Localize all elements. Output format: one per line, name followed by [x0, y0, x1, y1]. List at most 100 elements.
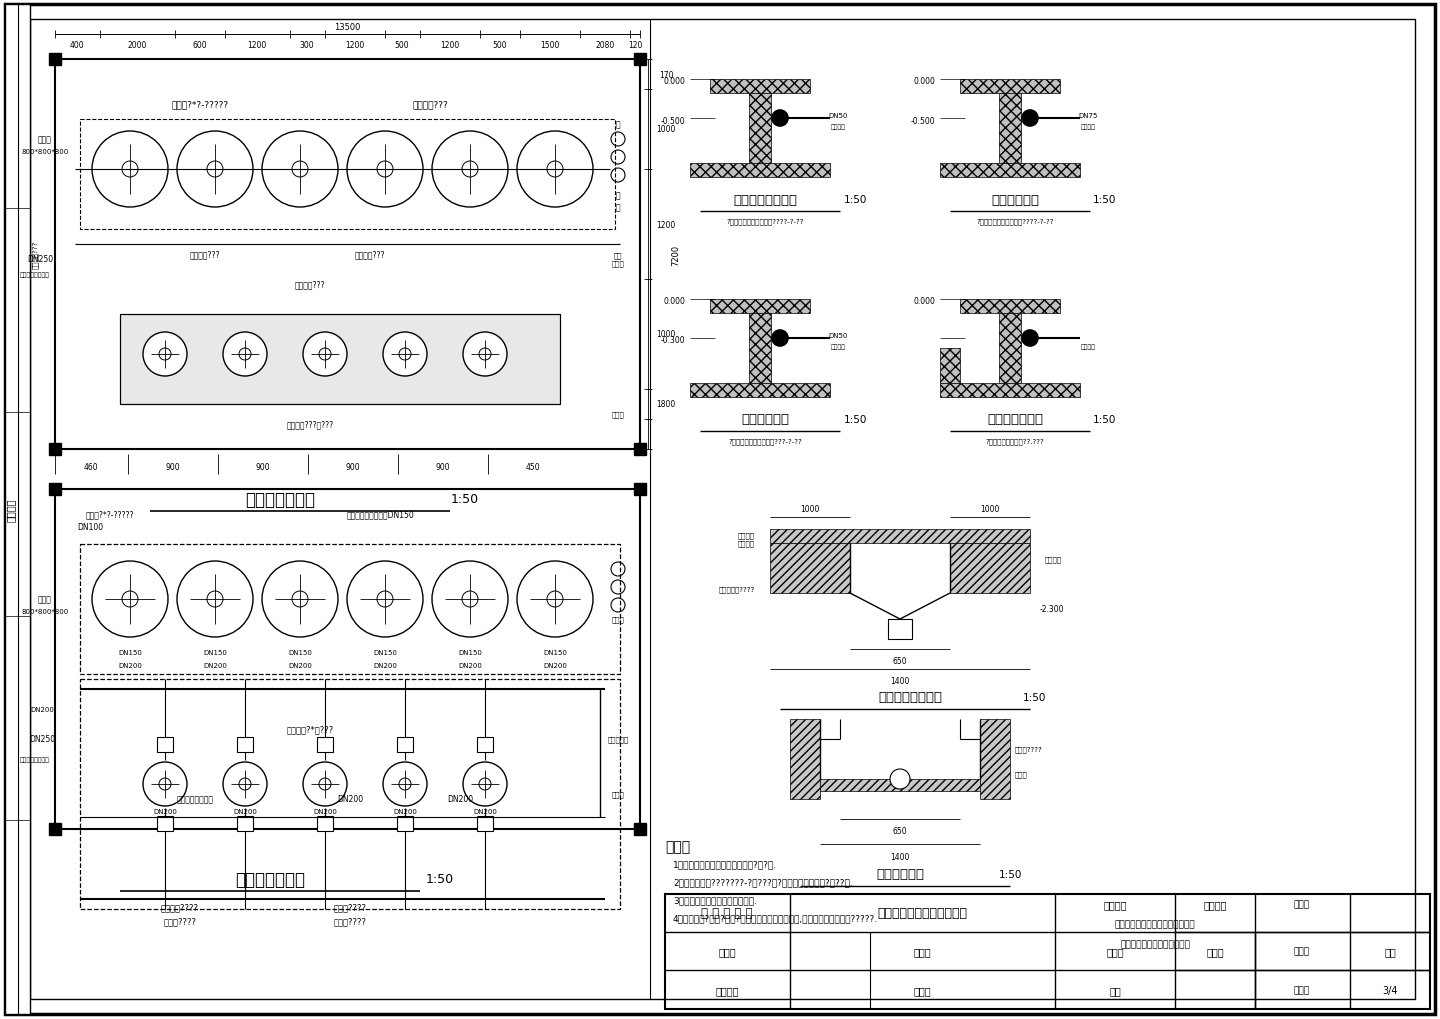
Text: -2.300: -2.300: [1040, 605, 1064, 613]
Text: ?采钳动水泵情施工样板????-?-??: ?采钳动水泵情施工样板????-?-??: [976, 218, 1054, 225]
Bar: [940, 348, 960, 383]
Text: 机房平面布置图、循环系统配管图: 机房平面布置图、循环系统配管图: [1115, 919, 1195, 928]
Bar: [888, 620, 912, 639]
Text: DN200: DN200: [153, 808, 177, 814]
Text: DN200: DN200: [446, 795, 474, 804]
Text: 循环水泵?*、???: 循环水泵?*、???: [287, 725, 334, 734]
Text: 建设单位: 建设单位: [1103, 899, 1126, 909]
Text: DN50: DN50: [828, 332, 848, 338]
Bar: [940, 383, 1080, 397]
Text: 1500: 1500: [540, 41, 560, 50]
Circle shape: [1022, 111, 1038, 127]
Text: 1、机房地面应低于游泳池底摆面?、?米.: 1、机房地面应低于游泳池底摆面?、?米.: [672, 859, 778, 868]
Bar: [120, 315, 560, 405]
Text: 排水沟宽???: 排水沟宽???: [354, 251, 386, 259]
Text: DN200: DN200: [312, 808, 337, 814]
Circle shape: [464, 762, 507, 806]
Text: 900: 900: [256, 463, 271, 472]
Text: DN200: DN200: [373, 662, 397, 668]
Bar: [157, 738, 173, 752]
Text: 0.000: 0.000: [664, 77, 685, 87]
Bar: [950, 543, 1030, 593]
Text: 450: 450: [526, 463, 540, 472]
Text: 图　号: 图 号: [1295, 985, 1310, 995]
Bar: [81, 544, 621, 675]
Text: 进室机房: 进室机房: [1080, 343, 1096, 350]
Text: 0.000: 0.000: [664, 298, 685, 306]
Text: 650: 650: [893, 657, 907, 665]
Bar: [960, 300, 1060, 314]
Text: DN150: DN150: [458, 649, 482, 655]
Text: 1:50: 1:50: [1093, 195, 1116, 205]
Text: 进室机房: 进室机房: [1080, 124, 1096, 129]
Text: 图　别: 图 别: [1295, 947, 1310, 956]
Text: 进水口、排水口、回水口详图: 进水口、排水口、回水口详图: [1120, 940, 1189, 949]
Bar: [238, 816, 253, 832]
Text: 鼓: 鼓: [616, 120, 621, 129]
Text: 2、循环水泵泡???????-?、???、?台、靠墙上基台高?、??米.: 2、循环水泵泡???????-?、???、?台、靠墙上基台高?、??米.: [672, 877, 852, 887]
Text: 1800: 1800: [657, 400, 675, 409]
Text: 鼓风机????: 鼓风机????: [334, 903, 367, 912]
Circle shape: [143, 332, 187, 377]
Text: 1200: 1200: [346, 41, 364, 50]
Bar: [791, 719, 819, 799]
Text: 13500: 13500: [334, 22, 360, 32]
Text: DN100: DN100: [76, 523, 104, 532]
Text: ?溢流水槽情施设时??.???: ?溢流水槽情施设时??.???: [985, 438, 1044, 445]
Text: 7200: 7200: [671, 245, 681, 265]
Bar: [634, 823, 647, 836]
Text: 设计号: 设计号: [1295, 900, 1310, 909]
Text: 1200: 1200: [441, 41, 459, 50]
Text: 1:50: 1:50: [426, 872, 454, 886]
Text: 进室机房: 进室机房: [831, 343, 845, 350]
Text: 校　核: 校 核: [913, 985, 930, 995]
Text: DN200: DN200: [118, 662, 143, 668]
Text: 500: 500: [492, 41, 507, 50]
Circle shape: [890, 769, 910, 790]
Text: DN200: DN200: [474, 808, 497, 814]
Bar: [665, 894, 1430, 1009]
Bar: [690, 383, 829, 397]
Text: DN200: DN200: [393, 808, 418, 814]
Text: 300: 300: [300, 41, 314, 50]
Text: 接入市政排水管网: 接入市政排水管网: [20, 756, 50, 762]
Bar: [710, 79, 811, 94]
Text: 吸污口大样图: 吸污口大样图: [742, 413, 789, 426]
Text: 650: 650: [893, 826, 907, 836]
Text: DN150: DN150: [373, 649, 397, 655]
Text: DN200: DN200: [458, 662, 482, 668]
Text: 2080: 2080: [595, 41, 615, 50]
Text: 接入市政排水管网: 接入市政排水管网: [20, 272, 50, 277]
Bar: [749, 94, 770, 164]
Text: 电控箱: 电控箱: [612, 412, 625, 418]
Bar: [634, 443, 647, 455]
Text: DN200: DN200: [288, 662, 312, 668]
Text: DN200: DN200: [543, 662, 567, 668]
Text: 500: 500: [395, 41, 409, 50]
Text: 集水坑: 集水坑: [37, 136, 52, 145]
Text: 0.000: 0.000: [913, 298, 935, 306]
Text: 进室机房: 进室机房: [831, 124, 845, 129]
Text: 900: 900: [166, 463, 180, 472]
Text: 设计号码: 设计号码: [716, 985, 739, 995]
Text: 900: 900: [346, 463, 360, 472]
Bar: [981, 719, 1009, 799]
Text: 排水通气管????: 排水通气管????: [719, 586, 755, 593]
Text: 项　目: 项 目: [1106, 946, 1123, 956]
Text: 1400: 1400: [890, 677, 910, 686]
Bar: [634, 484, 647, 495]
Text: 循环水泵???、???: 循环水泵???、???: [287, 420, 334, 429]
Bar: [999, 314, 1021, 383]
Bar: [120, 315, 560, 405]
Text: DN250: DN250: [27, 255, 53, 264]
Text: 水施: 水施: [1384, 946, 1395, 956]
Bar: [49, 443, 60, 455]
Text: DN150: DN150: [203, 649, 228, 655]
Text: 排水沟宽???: 排水沟宽???: [190, 251, 220, 259]
Circle shape: [302, 762, 347, 806]
Bar: [690, 164, 829, 178]
Text: 170: 170: [658, 70, 674, 79]
Text: -0.500: -0.500: [910, 116, 935, 125]
Text: 4、补水水量?大于?立方?土建根据规划前侧安定位,补水管上口高出水量?????.: 4、补水水量?大于?立方?土建根据规划前侧安定位,补水管上口高出水量?????.: [672, 913, 878, 922]
Bar: [710, 300, 811, 314]
